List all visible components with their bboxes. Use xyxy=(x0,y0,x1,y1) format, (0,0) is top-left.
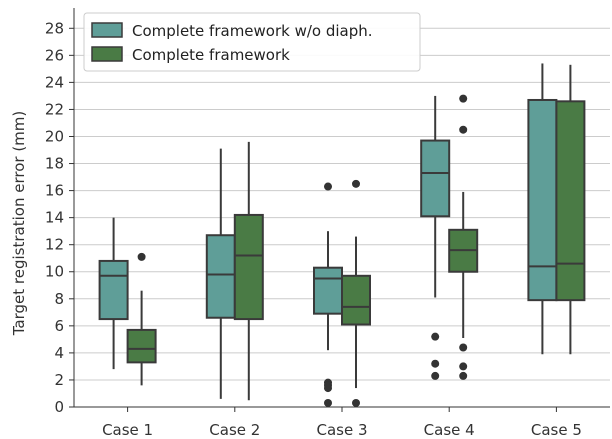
x-tick-label-case-2: Case 2 xyxy=(209,421,260,439)
box-iqr xyxy=(205,234,236,319)
box-series2-case-4 xyxy=(448,94,479,380)
outlier-point xyxy=(431,332,440,341)
legend-label: Complete framework w/o diaph. xyxy=(132,22,373,40)
outlier-point xyxy=(324,182,332,191)
y-tick-label-2: 2 xyxy=(54,371,64,389)
outlier-point xyxy=(459,362,468,371)
y-tick-label-4: 4 xyxy=(54,344,64,362)
y-tick-label-20: 20 xyxy=(45,127,64,145)
outlier-point xyxy=(459,343,468,352)
box-series2-case-1 xyxy=(126,252,157,386)
box-series1-case-1 xyxy=(98,217,129,370)
axes xyxy=(69,8,610,412)
legend-label: Complete framework xyxy=(132,46,290,64)
outlier-point xyxy=(459,125,468,134)
y-tick-label-26: 26 xyxy=(45,46,64,64)
y-tick-label-10: 10 xyxy=(45,263,64,281)
x-tick-label-case-5: Case 5 xyxy=(531,421,582,439)
legend: Complete framework w/o diaph. Complete fr… xyxy=(83,12,421,72)
outlier-point xyxy=(137,252,146,261)
x-tick-label-case-4: Case 4 xyxy=(424,421,475,439)
box-iqr xyxy=(313,266,343,315)
outlier-point xyxy=(431,371,440,380)
y-tick-label-8: 8 xyxy=(54,290,64,308)
y-tick-label-12: 12 xyxy=(45,236,64,254)
outlier-point xyxy=(459,94,468,103)
x-tick-label-case-1: Case 1 xyxy=(102,421,153,439)
box-iqr xyxy=(527,98,558,302)
box-iqr xyxy=(98,259,129,321)
legend-frame xyxy=(83,12,421,72)
y-tick-label-22: 22 xyxy=(45,100,64,118)
box-series2-case-5 xyxy=(555,64,586,355)
y-tick-label-18: 18 xyxy=(45,155,64,173)
box-iqr xyxy=(341,274,371,326)
outlier-point xyxy=(431,359,440,368)
legend-swatch xyxy=(91,46,123,62)
x-tick-label-case-3: Case 3 xyxy=(316,421,367,439)
box-series1-case-2 xyxy=(205,148,236,399)
y-tick-label-16: 16 xyxy=(45,182,64,200)
y-tick-label-28: 28 xyxy=(45,19,64,37)
box-iqr xyxy=(555,100,586,302)
outlier-point xyxy=(324,384,332,393)
y-tick-label-0: 0 xyxy=(54,398,64,416)
boxes xyxy=(98,63,586,407)
outlier-point xyxy=(352,179,360,188)
y-axis-label: Target registration error (mm) xyxy=(10,111,28,337)
legend-item-2: Complete framework xyxy=(91,46,290,64)
box-series2-case-2 xyxy=(233,141,264,401)
outlier-point xyxy=(324,398,332,407)
y-tick-label-24: 24 xyxy=(45,73,64,91)
box-iqr xyxy=(126,328,157,364)
box-series1-case-4 xyxy=(420,95,451,380)
box-series1-case-5 xyxy=(527,63,558,355)
outlier-point xyxy=(459,371,468,380)
outlier-point xyxy=(352,398,360,407)
box-series2-case-3 xyxy=(341,179,371,407)
y-tick-label-6: 6 xyxy=(54,317,64,335)
legend-swatch xyxy=(91,22,123,38)
legend-item-1: Complete framework w/o diaph. xyxy=(91,22,373,40)
box-iqr xyxy=(233,213,264,321)
y-tick-label-14: 14 xyxy=(45,209,64,227)
box-iqr xyxy=(420,139,451,218)
